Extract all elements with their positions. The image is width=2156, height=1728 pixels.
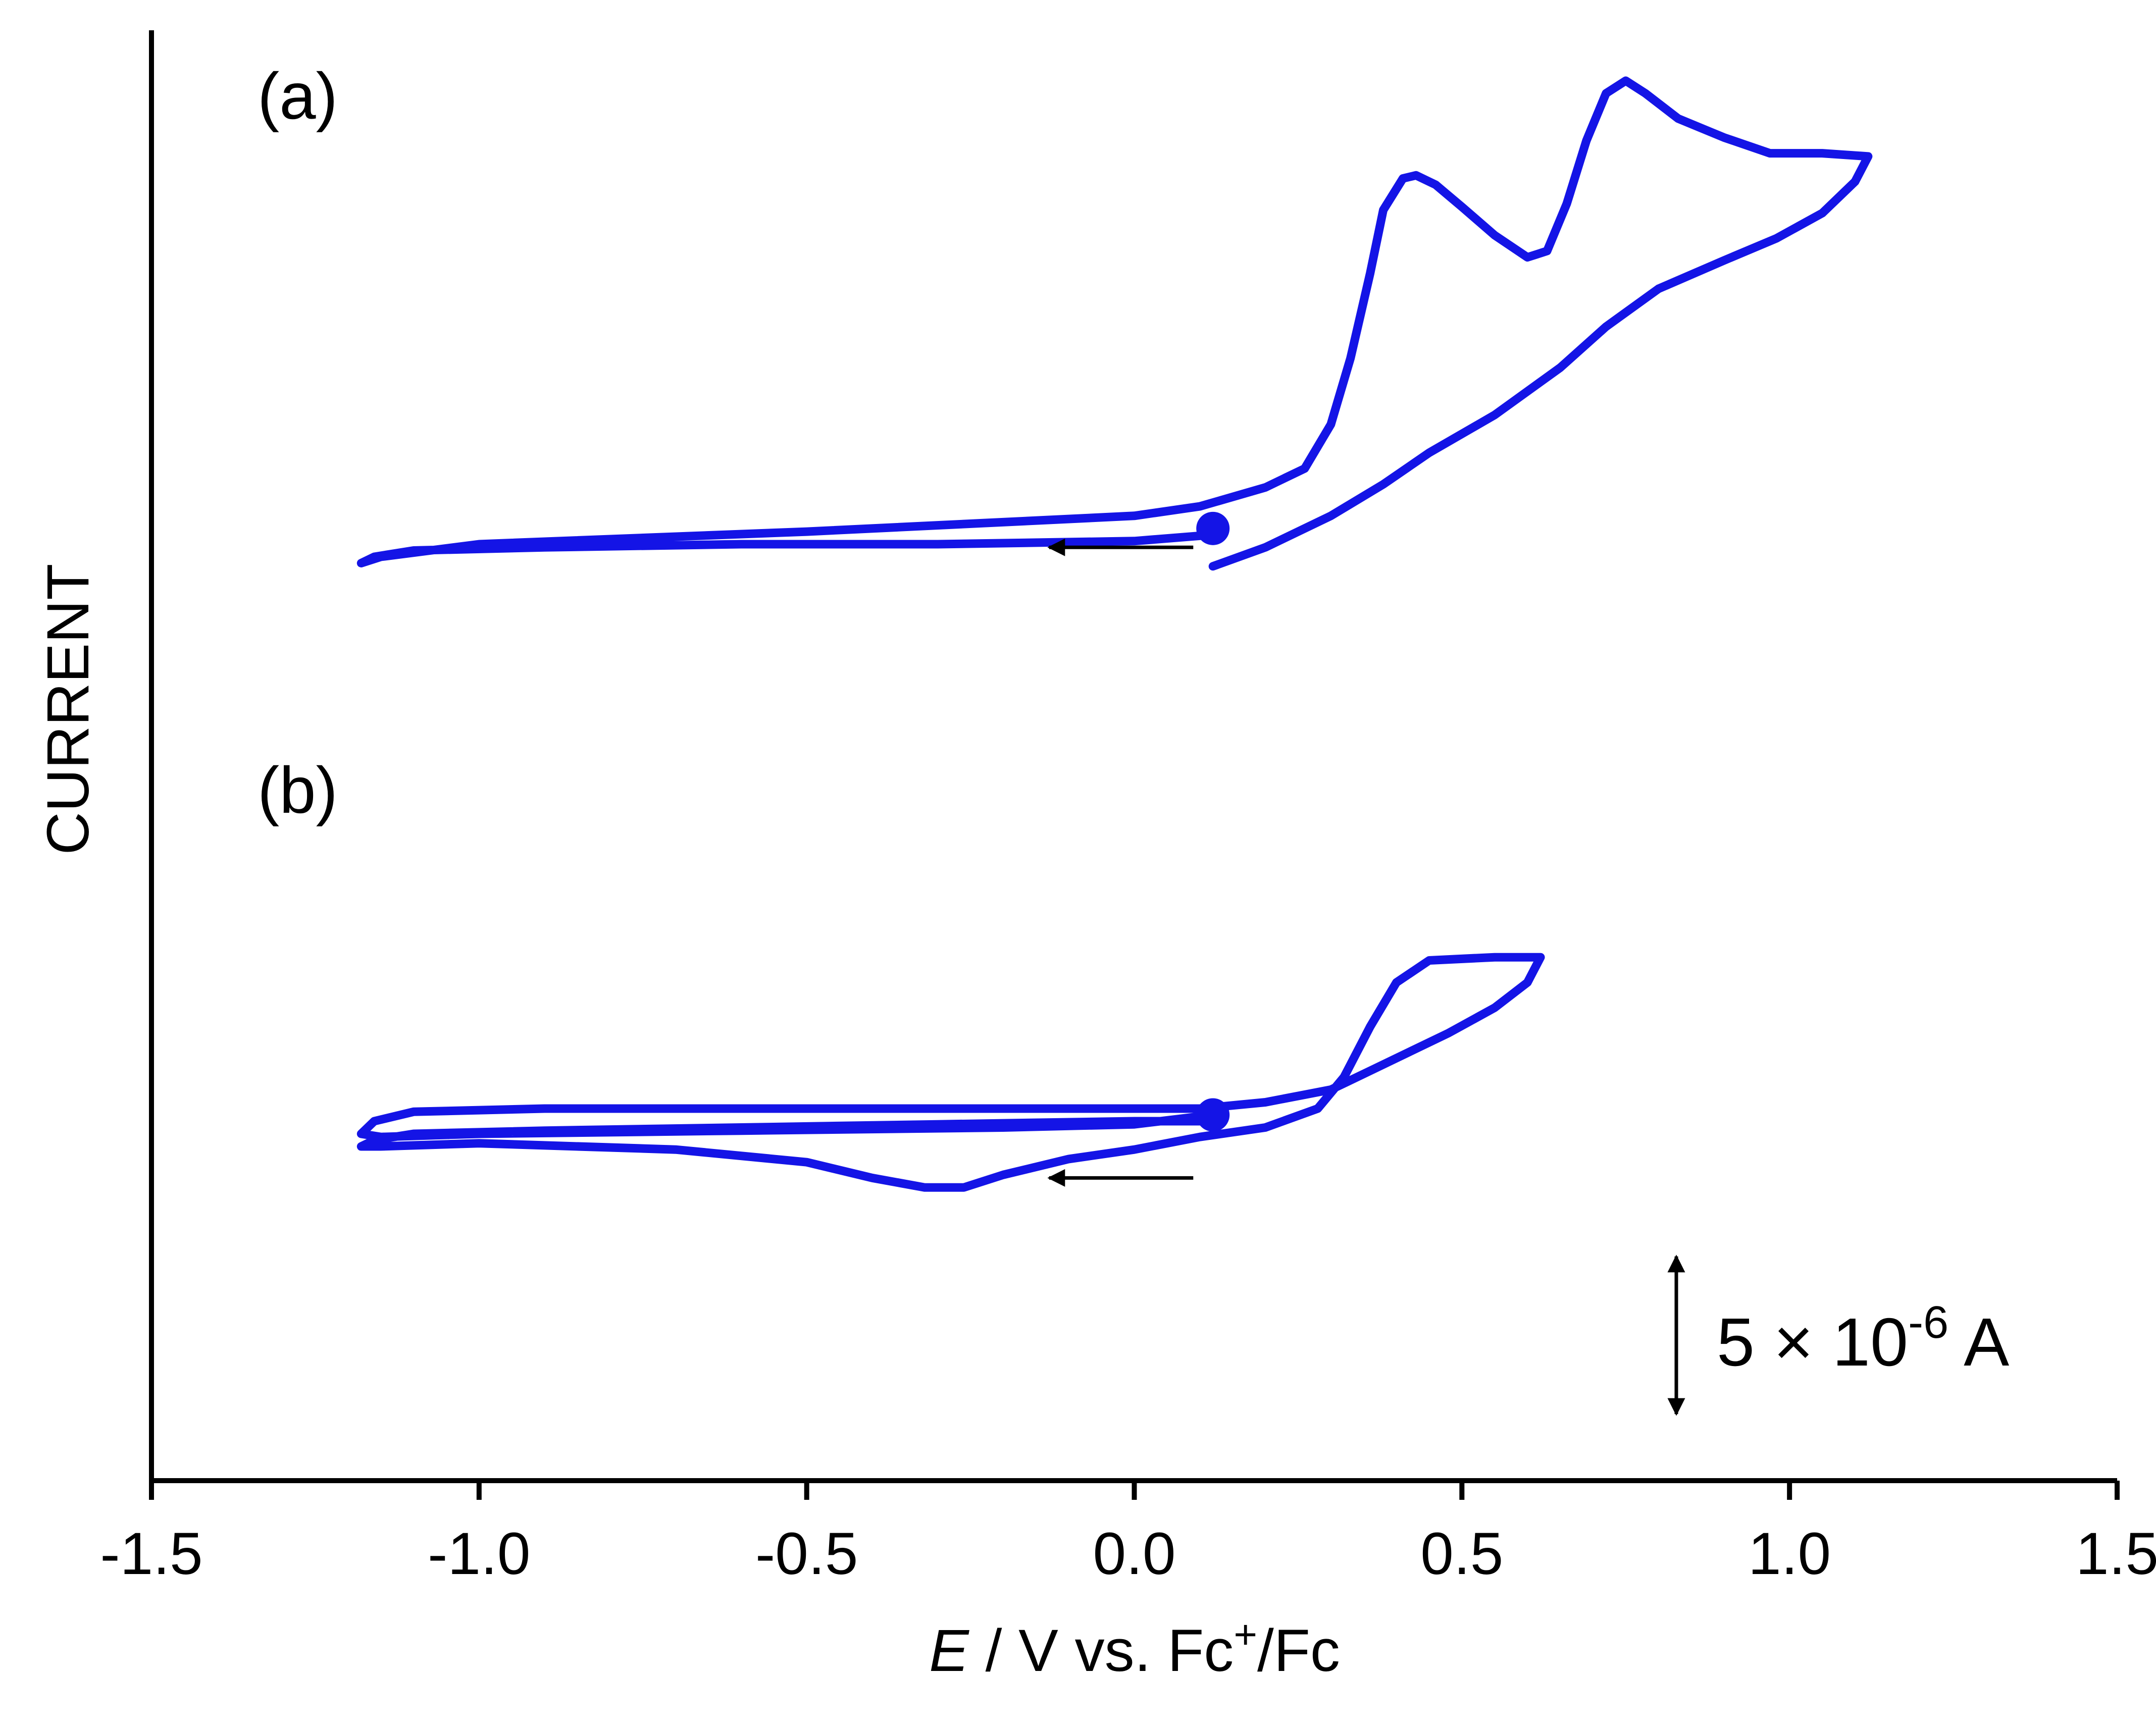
x-tick-label: -1.0 [428,1521,530,1587]
cv-trace-b [356,953,1545,1192]
scale-label-exponent: -6 [1908,1297,1948,1348]
x-axis-title-units: / V vs. Fc [969,1617,1234,1684]
x-axis-title: E / V vs. Fc+/Fc [929,1612,1340,1684]
y-axis-title: CURRENT [35,564,101,855]
panel-label-b: (b) [258,753,338,827]
x-axis-tick-labels: -1.5 -1.0 -0.5 0.0 0.5 1.0 1.5 [100,1521,2156,1587]
x-tick-label: 1.0 [1748,1521,1831,1587]
start-marker-a [1196,511,1230,545]
x-axis-title-var: E [929,1617,969,1684]
scale-label-unit: A [1948,1304,2009,1380]
x-tick-label: -0.5 [755,1521,858,1587]
panel-label-a: (a) [258,59,338,133]
x-axis-title-ref: /Fc [1257,1617,1340,1684]
x-tick-label: 1.5 [2076,1521,2156,1587]
start-marker-b [1196,1098,1230,1132]
current-scale-label: 5 × 10-6 A [1717,1297,2009,1380]
x-tick-label: 0.5 [1420,1521,1503,1587]
x-axis-title-sup: + [1234,1612,1257,1657]
x-tick-label: -1.5 [100,1521,202,1587]
cv-trace-a [356,76,1873,571]
scale-label-main: 5 × 10 [1717,1304,1908,1380]
x-tick-label: 0.0 [1093,1521,1175,1587]
x-axis-ticks [149,1481,2120,1500]
